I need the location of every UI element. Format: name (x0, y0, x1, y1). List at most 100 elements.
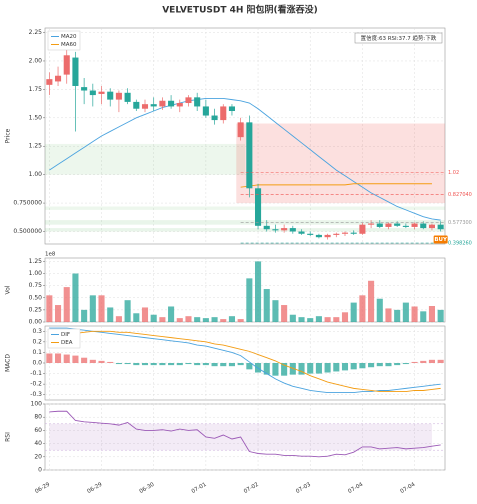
x-tick-label: 07-03 (295, 482, 312, 495)
volume-bar (298, 317, 305, 322)
candle-body (46, 79, 53, 85)
macd-bar (115, 363, 122, 365)
candle-body (98, 91, 105, 94)
candle-body (272, 229, 279, 231)
macd-bar (359, 363, 366, 369)
y-tick-label: 80 (34, 414, 42, 421)
candle-body (159, 100, 166, 107)
y-tick-label: 0.3 (32, 328, 42, 335)
macd-bar (98, 360, 105, 363)
candle-body (107, 91, 114, 100)
macd-bar (72, 355, 79, 363)
candle-body (376, 223, 383, 227)
macd-bar (263, 363, 270, 375)
chart-title: VELVETUSDT 4H 阳包阴(看涨吞没) (162, 4, 318, 16)
macd-bar (237, 363, 244, 366)
volume-bar (246, 278, 253, 322)
volume-bar (168, 306, 175, 322)
rsi-line (49, 410, 441, 458)
candle-body (402, 225, 409, 227)
y-tick-label: 1.25 (29, 258, 43, 265)
macd-bar (159, 363, 166, 366)
level-label: 0.827040 (448, 192, 472, 198)
y-tick-label: 0.25 (29, 306, 43, 313)
y-tick-label: 60 (34, 427, 42, 434)
macd-bar (368, 363, 375, 368)
y-tick-label: 1.50 (29, 114, 43, 121)
macd-line (49, 327, 441, 394)
volume-bar (72, 273, 79, 322)
candle-body (133, 101, 140, 109)
y-tick-label: -0.3 (30, 391, 42, 398)
volume-bar (150, 314, 157, 322)
zone (45, 143, 245, 175)
volume-bar (420, 311, 427, 322)
candle-body (333, 233, 340, 235)
macd-bar (89, 359, 96, 363)
candle-body (437, 224, 444, 230)
macd-bar (141, 363, 149, 366)
volume-bar (428, 306, 435, 322)
x-tick-label: 07-04 (399, 482, 416, 495)
x-tick-label: 06-30 (139, 482, 156, 495)
legend-label: MA20 (61, 34, 77, 40)
buy-label: BUY (434, 237, 448, 243)
y-tick-label: 2.25 (29, 29, 43, 36)
volume-bar (385, 308, 392, 322)
y-tick-label: 20 (34, 453, 42, 460)
macd-bar (272, 363, 279, 376)
macd-bar (81, 357, 88, 363)
macd-bar (376, 363, 383, 367)
candle-body (281, 228, 288, 231)
volume-bar (394, 309, 401, 322)
macd-bar (394, 363, 401, 366)
candle-body (194, 97, 201, 107)
macd-line (49, 330, 441, 392)
volume-bar (55, 305, 62, 322)
macd-bar (385, 363, 392, 367)
volume-bar (228, 316, 235, 322)
candle-body (394, 223, 401, 226)
macd-bar (168, 363, 175, 366)
macd-bar (228, 363, 235, 367)
candle-body (81, 87, 88, 91)
macd-bar (324, 363, 331, 373)
volume-bar (159, 317, 166, 322)
volume-bar (115, 316, 122, 322)
volume-bar (46, 295, 53, 322)
candle-body (385, 223, 392, 227)
legend-label: DIF (61, 332, 70, 338)
x-tick-label: 07-01 (191, 482, 208, 495)
macd-bar (350, 363, 357, 370)
y-axis-label: Price (5, 128, 12, 143)
candle-body (411, 223, 418, 227)
candle-body (185, 97, 192, 104)
volume-bar (263, 289, 270, 322)
legend-label: MA60 (61, 42, 77, 48)
y-tick-label: 1.25 (29, 143, 43, 150)
macd-bar (211, 363, 218, 367)
macd-bar (46, 353, 53, 363)
volume-bar (185, 316, 192, 322)
zone (236, 123, 445, 204)
macd-bar (420, 360, 427, 363)
candle-body (350, 232, 357, 234)
y-tick-label: 0 (38, 467, 42, 474)
candle-body (89, 90, 96, 96)
volume-bar (315, 316, 322, 322)
candle-body (72, 57, 79, 86)
volume-bar (368, 280, 375, 322)
candle-body (124, 92, 131, 102)
y-tick-label: 100 (31, 401, 43, 408)
zone (45, 228, 445, 232)
candle-body (324, 234, 331, 238)
macd-bar (220, 363, 227, 367)
macd-bar (341, 363, 349, 371)
y-tick-label: 1.75 (29, 86, 43, 93)
x-tick-label: 06-29 (86, 482, 103, 495)
candle-body (228, 106, 235, 111)
candle-body (289, 228, 296, 232)
volume-scale-label: 1e8 (45, 252, 56, 258)
candle-body (55, 75, 62, 82)
macd-bar (150, 363, 157, 366)
